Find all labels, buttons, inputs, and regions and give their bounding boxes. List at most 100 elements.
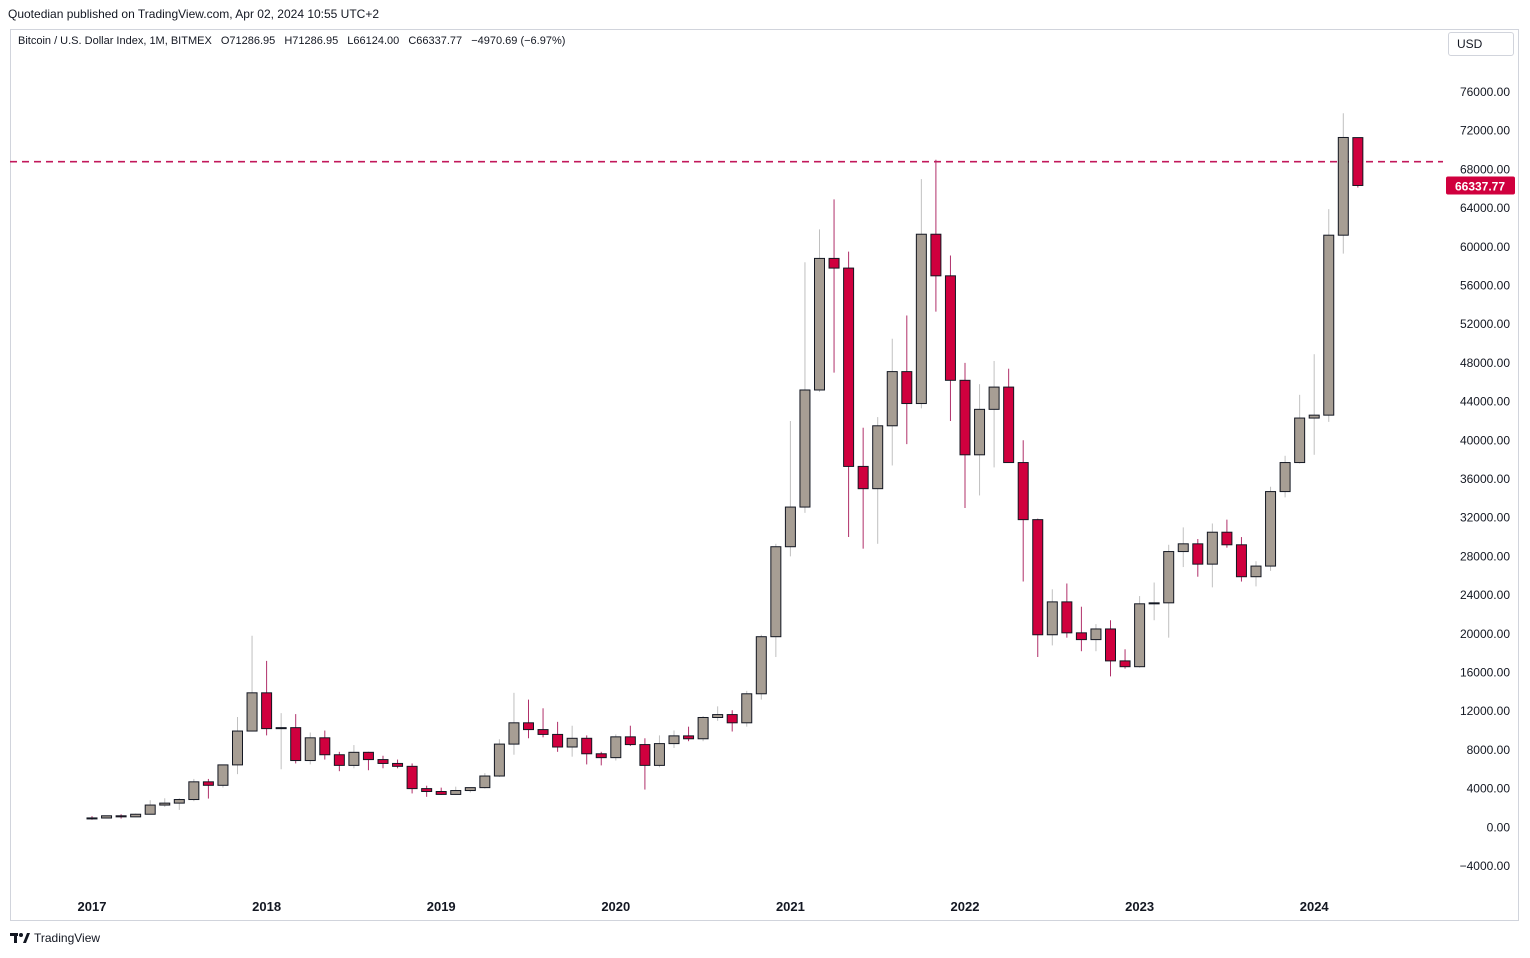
symbol-legend: Bitcoin / U.S. Dollar Index, 1M, BITMEX …	[18, 35, 571, 47]
candle[interactable]	[668, 730, 680, 748]
candle[interactable]	[1250, 561, 1262, 587]
candle[interactable]	[101, 815, 113, 819]
candle[interactable]	[1105, 620, 1116, 677]
candle[interactable]	[1061, 583, 1073, 638]
candle[interactable]	[144, 800, 156, 815]
candle[interactable]	[784, 420, 796, 557]
candle[interactable]	[261, 660, 273, 736]
candle[interactable]	[595, 751, 607, 766]
candle[interactable]	[406, 763, 418, 794]
candle[interactable]	[1003, 368, 1015, 464]
candle[interactable]	[479, 773, 491, 789]
candle[interactable]	[1265, 486, 1277, 571]
candle[interactable]	[1032, 518, 1044, 658]
candle[interactable]	[697, 716, 709, 742]
candle-body	[1265, 491, 1277, 567]
legend-symbol[interactable]: Bitcoin / U.S. Dollar Index, 1M, BITMEX	[18, 35, 212, 47]
candle[interactable]	[1294, 394, 1306, 464]
candle[interactable]	[814, 229, 825, 392]
candle[interactable]	[683, 726, 695, 742]
candle[interactable]	[1206, 523, 1218, 588]
candle[interactable]	[799, 262, 811, 513]
candle[interactable]	[523, 699, 534, 739]
candle[interactable]	[159, 798, 171, 807]
candle[interactable]	[857, 427, 869, 549]
candle[interactable]	[1221, 519, 1233, 548]
candle[interactable]	[566, 725, 578, 757]
candle[interactable]	[944, 255, 956, 421]
candle[interactable]	[1017, 440, 1029, 582]
candle[interactable]	[1177, 527, 1189, 568]
candle[interactable]	[726, 710, 738, 732]
candle[interactable]	[493, 739, 505, 777]
candle[interactable]	[435, 787, 447, 795]
candle[interactable]	[115, 814, 127, 819]
candle[interactable]	[275, 713, 287, 770]
candle[interactable]	[1119, 649, 1131, 669]
y-tick-label: 24000.00	[1460, 588, 1510, 602]
candle[interactable]	[653, 735, 665, 768]
candle[interactable]	[988, 360, 1000, 468]
candle[interactable]	[508, 692, 520, 755]
candle[interactable]	[1235, 537, 1247, 582]
candle-body	[1134, 603, 1146, 668]
candle[interactable]	[188, 778, 200, 802]
candle[interactable]	[1337, 113, 1349, 254]
tradingview-brand[interactable]: TradingView	[10, 931, 100, 945]
candle-body	[450, 790, 462, 795]
candle[interactable]	[1148, 582, 1160, 621]
candle[interactable]	[1090, 624, 1102, 652]
candle[interactable]	[1279, 455, 1291, 498]
candle[interactable]	[202, 778, 214, 799]
candle[interactable]	[974, 384, 986, 496]
candle[interactable]	[886, 338, 898, 466]
candle[interactable]	[450, 786, 462, 795]
candle[interactable]	[741, 690, 753, 727]
candle[interactable]	[624, 725, 636, 747]
currency-button[interactable]: USD	[1448, 32, 1514, 56]
candle[interactable]	[1075, 606, 1087, 652]
candle[interactable]	[290, 714, 302, 764]
candle[interactable]	[348, 745, 360, 769]
candle[interactable]	[1352, 137, 1364, 188]
candle[interactable]	[319, 730, 331, 760]
candle[interactable]	[581, 735, 593, 765]
candle[interactable]	[1134, 596, 1146, 668]
candle[interactable]	[464, 787, 476, 793]
candle[interactable]	[610, 734, 622, 761]
y-axis[interactable]: 76000.00 72000.00 68000.00 64000.00 60000.00…	[1460, 85, 1511, 873]
candle[interactable]	[1163, 544, 1175, 638]
candle[interactable]	[552, 721, 564, 752]
candle[interactable]	[843, 251, 855, 538]
candle[interactable]	[377, 755, 389, 769]
candle[interactable]	[1046, 589, 1058, 646]
candle[interactable]	[1308, 354, 1320, 455]
candle[interactable]	[392, 759, 404, 769]
candle[interactable]	[333, 751, 345, 772]
candle[interactable]	[930, 159, 942, 312]
candle[interactable]	[712, 706, 724, 721]
candle[interactable]	[959, 362, 971, 509]
x-axis[interactable]: 2017 2018 2019 2020 2021 2022 2023 2024	[78, 899, 1330, 914]
candle[interactable]	[421, 785, 433, 797]
candle[interactable]	[1323, 209, 1335, 422]
candle[interactable]	[130, 813, 142, 818]
candle[interactable]	[901, 315, 913, 445]
candle[interactable]	[639, 738, 651, 790]
candle[interactable]	[232, 717, 243, 775]
candle[interactable]	[828, 199, 840, 373]
candle[interactable]	[304, 732, 316, 765]
candle[interactable]	[537, 708, 549, 738]
candle[interactable]	[173, 798, 185, 810]
candle[interactable]	[217, 764, 229, 788]
candle[interactable]	[915, 179, 927, 409]
candle[interactable]	[872, 417, 884, 544]
candle[interactable]	[755, 634, 767, 700]
candle[interactable]	[86, 816, 98, 820]
candle[interactable]	[246, 635, 258, 732]
candle[interactable]	[1192, 538, 1204, 577]
candle[interactable]	[770, 543, 782, 658]
candle-body	[392, 762, 404, 767]
candle[interactable]	[362, 751, 374, 771]
